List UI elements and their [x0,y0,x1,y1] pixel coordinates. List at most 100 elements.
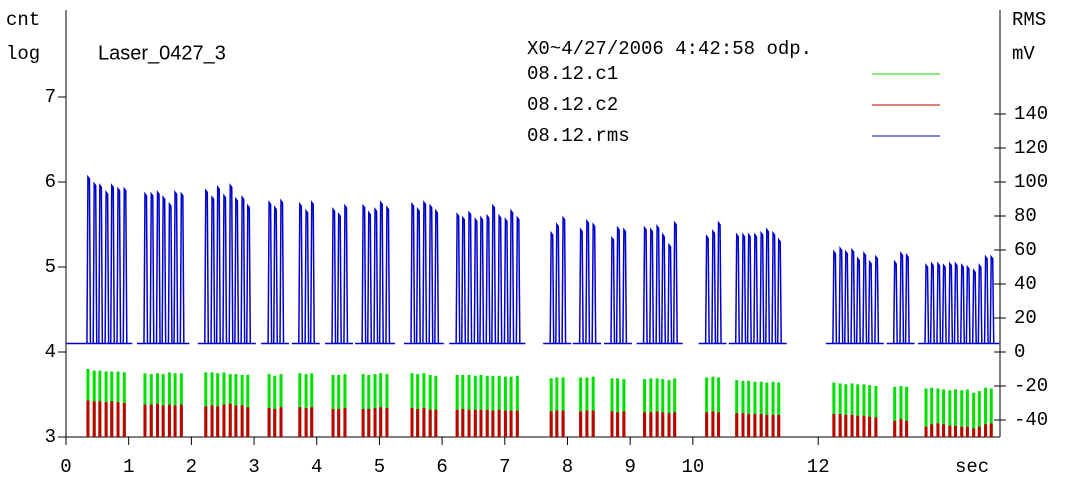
rms-pulse [832,249,838,344]
pulse-0 [485,375,489,437]
pulse-1 [279,407,283,437]
pulse-1 [222,404,226,437]
pulse-1 [942,424,946,437]
pulse-1 [717,412,721,437]
pulse-1 [868,416,872,437]
pulse-1 [673,412,677,437]
rms-pulse [661,232,667,344]
pulse-1 [310,407,314,437]
rms-pulse [298,201,304,344]
pulse-0 [267,374,271,437]
pulse-1 [479,409,483,437]
legend-label: 08.12.c2 [527,94,618,116]
pulse-1 [930,424,934,437]
pulse-0 [759,381,763,437]
pulse-1 [337,408,341,437]
pulse-1 [899,419,903,437]
x-tick-label: 3 [248,456,259,478]
pulse-1 [167,404,171,437]
pulse-1 [379,407,383,437]
rms-pulse [960,263,966,344]
pulse-0 [434,375,438,437]
rms-pulse [759,230,765,344]
pulse-1 [361,408,365,437]
rms-pulse [977,263,983,344]
pulse-1 [273,408,277,437]
pulse-1 [503,410,507,437]
x-label: sec [955,456,989,478]
pulse-1 [977,426,981,437]
rms-pulse [204,188,210,344]
y-tick-label: 7 [45,86,56,108]
pulse-1 [960,426,964,437]
pulse-0 [936,388,940,437]
rms-pulse [983,254,989,344]
pulse-0 [771,381,775,437]
pulse-0 [832,382,836,437]
pulse-0 [741,380,745,437]
rms-pulse [746,232,752,344]
rms-pulse [655,223,661,344]
rms-pulse [734,232,740,344]
pulse-0 [924,388,928,437]
x-tick-label: 0 [60,456,71,478]
pulse-1 [210,405,214,437]
rms-pulse [385,205,391,344]
pulse-0 [765,382,769,437]
pulse-1 [143,404,147,437]
pulse-1 [156,403,160,437]
pulse-0 [555,377,559,437]
rms-pulse [428,203,434,344]
pulse-0 [479,374,483,437]
y2-label: mV [1012,43,1035,65]
pulse-0 [868,385,872,437]
pulse-1 [86,400,90,437]
pulse-1 [149,404,153,437]
rms-pulse [228,183,234,344]
pulse-0 [705,377,709,437]
pulse-0 [838,383,842,437]
pulse-0 [717,377,721,437]
pulse-1 [298,407,302,437]
pulse-0 [777,382,781,437]
rms-pulse [378,200,384,344]
rms-pulse [867,259,873,344]
pulse-0 [989,388,993,437]
pulse-1 [455,409,459,437]
pulse-1 [491,410,495,437]
rms-pulse [642,225,648,344]
pulse-0 [893,386,897,437]
pulse-0 [473,375,477,437]
rms-pulse [899,251,905,344]
pulse-0 [279,374,283,437]
pulse-0 [850,383,854,437]
chart-title: Laser_0427_3 [98,42,226,64]
pulse-0 [373,374,377,437]
y-tick-label: 5 [45,256,56,278]
pulse-1 [989,423,993,437]
rms-pulse [167,201,173,344]
y-label: log [6,43,40,65]
rms-pulse [272,205,278,344]
pulse-0 [379,373,383,437]
rms-pulse [948,261,954,344]
y2-tick-label: 80 [1014,205,1037,227]
rms-pulse [173,189,179,344]
rms-pulse [179,191,185,344]
rms-pulse [509,208,515,344]
rms-pulse [210,195,216,344]
pulse-0 [735,380,739,437]
rms-pulse [267,200,273,344]
pulse-1 [410,408,414,437]
pulse-1 [856,415,860,437]
y2-tick-label: 60 [1014,239,1037,261]
pulse-0 [667,380,671,437]
rms-pulse [461,215,467,344]
rms-pulse [415,206,421,344]
pulse-1 [838,414,842,437]
x-tick-label: 7 [499,456,510,478]
pulse-0 [343,374,347,437]
rms-pulse [904,252,910,344]
rms-pulse [667,242,673,344]
